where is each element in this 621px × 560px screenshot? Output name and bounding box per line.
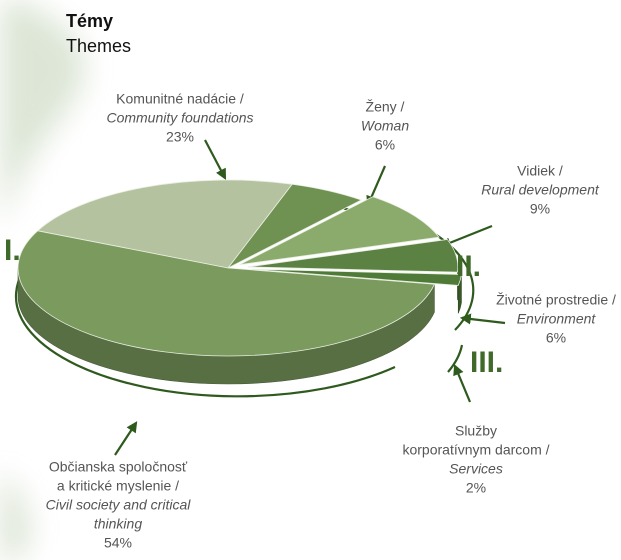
value-label: 54% (104, 535, 132, 551)
slice-label: Vidiek / (517, 163, 563, 179)
slice-label: Civil society and critical (46, 497, 192, 513)
slice (239, 196, 440, 266)
slice (251, 268, 462, 286)
group-label: III. (470, 346, 503, 379)
group-label: II. (456, 250, 481, 283)
arrow (114, 421, 138, 456)
slice-label: a kritické myslenie / (57, 478, 179, 494)
slice (227, 183, 363, 269)
group-label: I. (4, 234, 21, 267)
title: Témy (66, 11, 113, 31)
slice-label: Občianska spoločnosť (49, 459, 188, 475)
slice-label: Woman (361, 118, 409, 134)
slice (247, 239, 459, 273)
slice-label: Community foundations (106, 110, 253, 126)
value-label: 9% (530, 201, 550, 217)
slice-label: korporatívnym darcom / (402, 442, 549, 458)
value-label: 23% (166, 129, 194, 145)
slice-label: Životné prostredie / (496, 292, 616, 308)
slice (17, 230, 436, 357)
value-label: 6% (546, 330, 566, 346)
background-brush (0, 0, 86, 560)
labels: Komunitné nadácie / Community foundations… (46, 91, 616, 551)
outline-arc (447, 344, 464, 373)
slice-label: Komunitné nadácie / (116, 91, 244, 107)
value-label: 6% (375, 137, 395, 153)
slice-label: Environment (517, 311, 597, 327)
slice-label: Rural development (481, 182, 600, 198)
value-label: 2% (466, 480, 486, 496)
pie (17, 179, 462, 385)
slice-label: Services (449, 461, 503, 477)
slice-label: Služby (455, 423, 497, 439)
arrow (453, 363, 472, 403)
arrow (439, 224, 493, 248)
slice-label: thinking (94, 516, 142, 532)
arrow (204, 139, 227, 180)
slice (36, 179, 293, 269)
subtitle: Themes (66, 36, 131, 56)
arrow (459, 313, 506, 325)
slice-label: Ženy / (366, 99, 405, 115)
